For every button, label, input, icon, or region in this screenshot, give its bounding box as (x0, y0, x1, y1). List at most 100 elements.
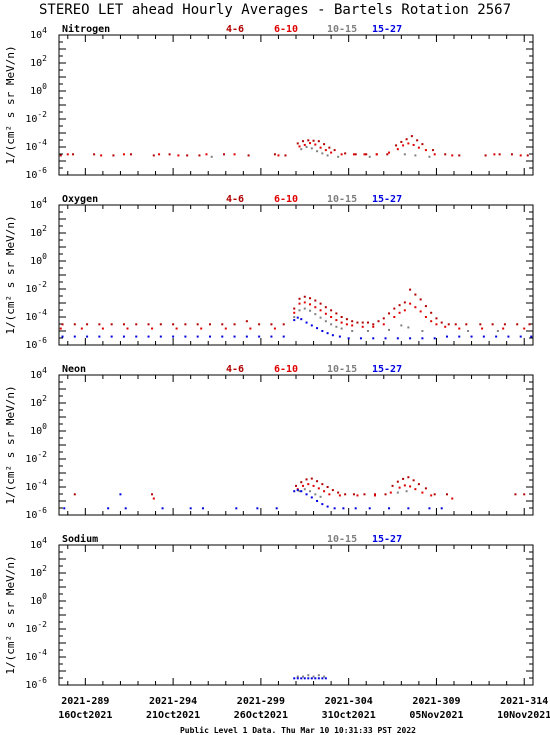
data-point (445, 335, 448, 338)
data-point (98, 335, 101, 338)
x-tick-label: 2021-309 (412, 696, 460, 707)
data-point (282, 323, 285, 326)
data-point (333, 507, 336, 510)
data-point (414, 154, 417, 157)
series-15-27 (293, 677, 327, 680)
data-point (310, 477, 313, 480)
data-point (444, 325, 447, 328)
plot-frame (58, 374, 534, 516)
data-point (321, 677, 324, 680)
data-point (368, 507, 371, 510)
x-tick-label: 2021-294 (149, 696, 197, 707)
data-point (344, 152, 347, 155)
data-point (314, 677, 317, 680)
data-point (221, 335, 224, 338)
data-point (502, 327, 505, 330)
data-point (440, 321, 443, 324)
data-point (107, 507, 110, 510)
data-point (323, 675, 326, 678)
data-point (307, 677, 310, 680)
data-point (172, 323, 175, 326)
y-tick-label: 102 (30, 394, 47, 409)
y-tick-label: 104 (30, 26, 47, 41)
data-point (414, 488, 417, 491)
data-point (293, 316, 296, 318)
data-point (258, 323, 261, 326)
data-point (303, 677, 306, 680)
data-point (302, 140, 305, 143)
data-point (526, 154, 529, 157)
data-point (296, 675, 299, 678)
y-tick-label: 100 (30, 82, 47, 97)
data-point (530, 335, 533, 338)
legend-entry-15-27: 15-27 (372, 24, 402, 35)
data-point (184, 335, 187, 338)
data-point (491, 323, 494, 326)
data-point (66, 153, 69, 156)
data-point (482, 335, 485, 338)
data-point (326, 332, 329, 335)
data-point (147, 335, 150, 338)
y-axis-label: 1/(cm² s sr MeV/n) (4, 215, 17, 334)
panel-sodium: 104 102 100 10-2 10-4 10-6 1/(cm² s sr MeV/n) S… (4, 533, 534, 691)
data-point (435, 323, 438, 326)
data-point (314, 143, 317, 146)
data-point (309, 303, 312, 306)
data-point (73, 323, 76, 326)
data-point (356, 321, 359, 324)
x-tick-date-label: 31Oct2021 (322, 710, 376, 721)
data-point (409, 485, 412, 488)
data-point (324, 149, 327, 152)
data-point (309, 490, 312, 493)
data-point (372, 325, 375, 328)
data-point (245, 320, 248, 323)
data-point (303, 301, 306, 304)
data-point (412, 479, 415, 482)
x-tick-date-label: 16Oct2021 (58, 710, 112, 721)
data-point (186, 154, 189, 157)
data-point (384, 337, 387, 340)
y-tick-label: 10-6 (25, 166, 47, 181)
data-point (326, 486, 329, 488)
data-point (317, 140, 320, 143)
data-point (63, 507, 66, 510)
data-point (184, 323, 187, 326)
data-point (351, 320, 354, 323)
data-point (307, 483, 310, 486)
data-point (410, 135, 413, 138)
data-point (201, 507, 204, 510)
data-point (326, 154, 329, 157)
data-point (340, 321, 343, 324)
series-4-6 (59, 135, 529, 157)
y-tick-label: 100 (30, 592, 47, 607)
data-point (124, 507, 127, 510)
chart-footer: Public Level 1 Data. Thu Mar 10 10:31:33… (180, 725, 416, 735)
data-point (356, 494, 359, 497)
data-point (110, 323, 113, 326)
data-point (366, 321, 369, 324)
data-point (403, 309, 406, 312)
data-point (388, 151, 391, 154)
data-point (409, 302, 412, 305)
data-point (122, 335, 125, 338)
data-point (435, 317, 438, 320)
data-point (335, 319, 338, 322)
panel-nitrogen: 104 102 100 10-2 10-4 10-6 1/(cm² s sr MeV/n) N… (4, 23, 534, 181)
data-point (314, 493, 317, 496)
data-point (337, 155, 340, 158)
data-point (61, 323, 64, 326)
x-tick-date-label: 05Nov2021 (409, 710, 463, 721)
data-point (407, 326, 410, 329)
data-point (319, 309, 322, 312)
data-point (405, 490, 408, 493)
data-point (402, 477, 405, 480)
data-point (345, 323, 348, 326)
data-point (331, 489, 334, 492)
data-point (407, 476, 410, 479)
data-point (296, 142, 299, 145)
data-point (354, 153, 357, 156)
x-tick-label: 2021-289 (61, 696, 109, 707)
data-point (374, 493, 376, 496)
data-point (430, 320, 433, 323)
data-point (298, 145, 301, 148)
